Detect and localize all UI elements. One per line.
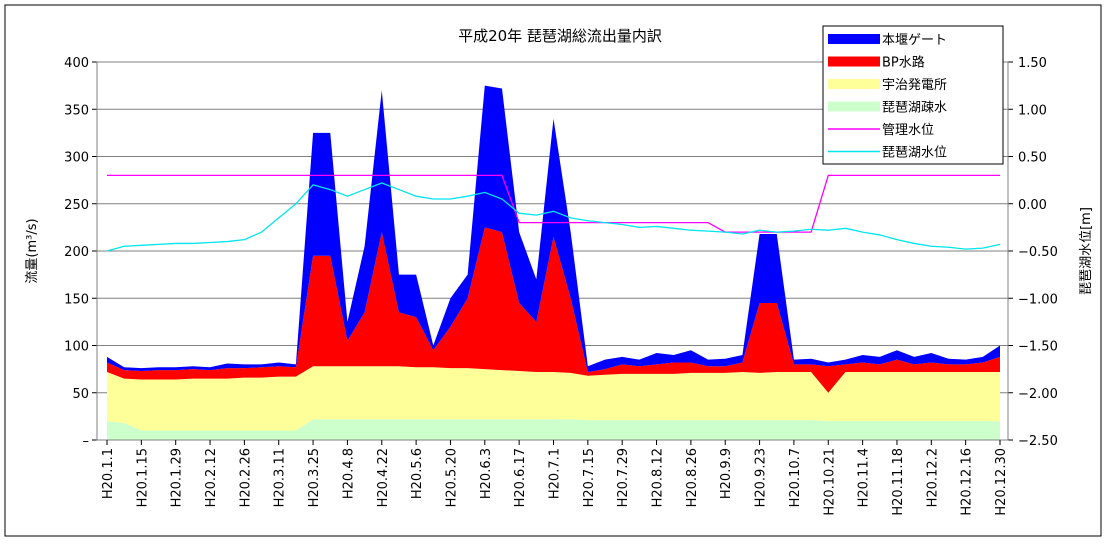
y-tick-label: 100 [64,340,89,355]
y-axis-title: 流量(m³/s) [25,218,40,283]
x-tick-label: H20.1.1 [101,448,116,499]
legend-label: 管理水位 [882,123,934,138]
legend-label: BP水路 [882,55,925,71]
y2-tick-label: −0.50 [1018,245,1058,260]
legend-label: 本堰ゲート [882,33,947,48]
x-tick-label: H20.12.30 [994,448,1009,516]
x-tick-label: H20.7.1 [548,448,563,499]
x-tick-label: H20.2.12 [204,448,219,507]
area [107,85,1000,372]
y2-tick-label: 1.50 [1018,56,1047,71]
x-tick-label: H20.6.17 [513,448,528,507]
x-tick-label: H20.11.18 [891,448,906,516]
x-tick-label: H20.3.11 [273,448,288,507]
area [107,227,1000,393]
x-tick-label: H20.7.15 [582,448,597,507]
y2-tick-label: 0.00 [1018,198,1047,213]
x-tick-label: H20.10.21 [822,448,837,516]
x-tick-label: H20.10.7 [788,448,803,507]
legend-swatch [828,79,880,89]
plot-frame [96,61,1009,441]
x-tick-label: H20.12.16 [960,448,975,516]
y-tick-label: 400 [64,56,89,71]
x-tick-label: H20.4.22 [376,448,391,507]
legend-label: 琵琶湖疎水 [882,101,947,116]
x-tick-label: H20.4.8 [341,448,356,499]
x-tick-label: H20.9.23 [754,448,769,507]
y2-tick-label: 0.50 [1018,151,1047,166]
y2-tick-label: −1.00 [1018,292,1058,307]
x-tick-label: H20.2.26 [238,448,253,507]
x-tick-label: H20.5.20 [444,448,459,507]
y-tick-label: 250 [64,198,89,213]
chart-title: 平成20年 琵琶湖総流出量内訳 [458,27,662,45]
y2-tick-label: −2.50 [1018,434,1058,449]
x-tick-label: H20.8.12 [651,448,666,507]
x-tick-label: H20.1.15 [135,448,150,507]
legend-swatch [828,101,880,112]
y-tick-label: 200 [64,245,89,260]
y-tick-label: 50 [72,387,89,402]
y2-tick-label: 1.00 [1018,103,1047,118]
y2-axis-title: 琵琶湖水位[m] [1079,207,1094,295]
area [107,366,1000,431]
legend-swatch [828,56,880,67]
x-tick-label: H20.11.4 [857,448,872,507]
y2-tick-label: −1.50 [1018,340,1058,355]
legend-swatch [828,34,880,44]
x-tick-label: H20.8.26 [685,448,700,507]
area [107,419,1000,440]
x-tick-label: H20.5.6 [410,448,425,499]
legend-label: 琵琶湖水位 [882,146,947,161]
y2-tick-label: −2.00 [1018,387,1058,402]
line [106,182,1001,252]
x-tick-label: H20.12.2 [925,448,940,507]
y-tick-label: 350 [64,103,89,118]
line [107,174,1000,233]
x-tick-label: H20.9.9 [719,448,734,499]
x-tick-label: H20.1.29 [170,448,185,507]
legend-box [822,25,1004,165]
y-tick-label: – [83,434,90,449]
x-tick-label: H20.6.3 [479,448,494,499]
x-tick-label: H20.7.29 [616,448,631,507]
y-tick-label: 150 [64,292,89,307]
y-tick-label: 300 [64,151,89,166]
legend-label: 宇治発電所 [882,78,947,93]
x-tick-label: H20.3.25 [307,448,322,507]
